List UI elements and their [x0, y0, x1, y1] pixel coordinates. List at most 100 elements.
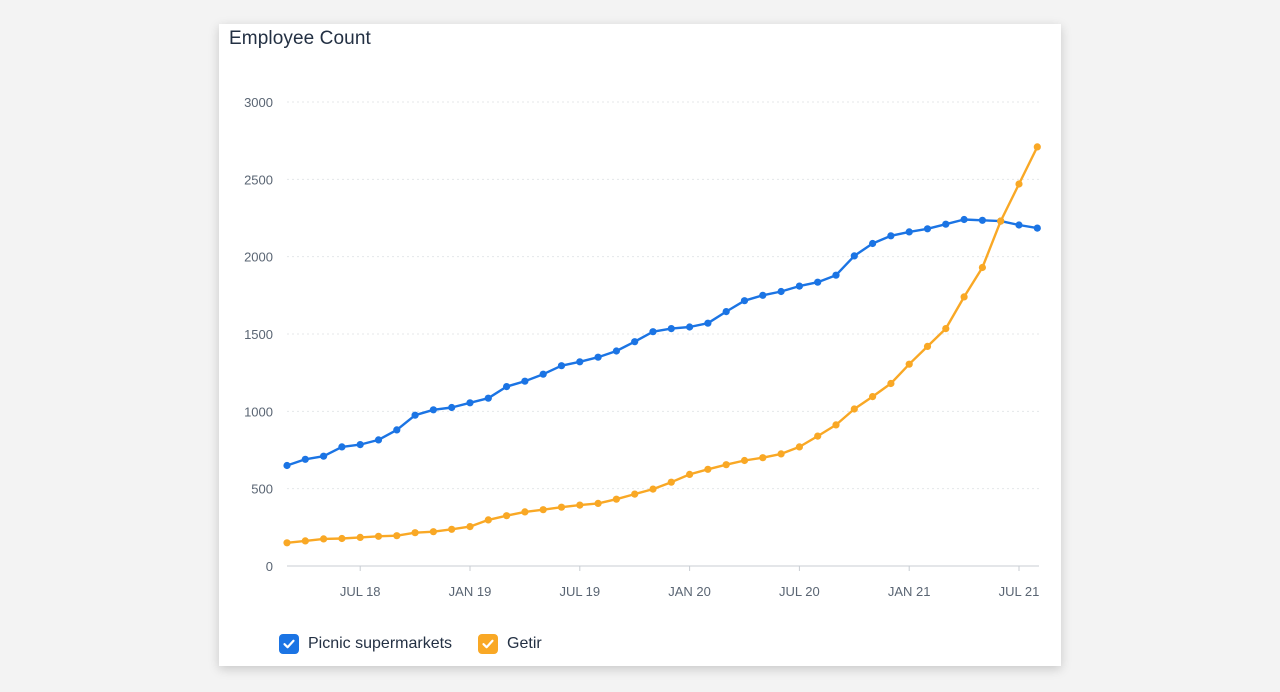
- data-point[interactable]: [814, 278, 822, 286]
- data-point[interactable]: [301, 455, 309, 463]
- y-tick-label: 1500: [244, 327, 273, 342]
- y-tick-label: 1000: [244, 404, 273, 419]
- data-point[interactable]: [795, 282, 804, 290]
- data-point[interactable]: [795, 443, 804, 451]
- data-point[interactable]: [320, 452, 328, 460]
- data-point[interactable]: [374, 532, 383, 540]
- data-point[interactable]: [667, 325, 675, 333]
- data-point[interactable]: [777, 287, 785, 296]
- data-point[interactable]: [649, 485, 657, 493]
- data-point[interactable]: [356, 533, 364, 541]
- y-tick-label: 0: [266, 559, 273, 574]
- data-point[interactable]: [503, 512, 511, 520]
- data-point[interactable]: [960, 293, 968, 301]
- data-point[interactable]: [923, 342, 932, 350]
- checkbox-checked-icon[interactable]: [478, 634, 499, 654]
- x-tick-label: JUL 18: [340, 584, 381, 599]
- data-point[interactable]: [832, 271, 840, 279]
- data-point[interactable]: [320, 535, 328, 543]
- data-point[interactable]: [301, 537, 309, 545]
- data-point[interactable]: [722, 461, 730, 469]
- data-point[interactable]: [612, 495, 620, 503]
- data-point[interactable]: [466, 399, 474, 407]
- data-point[interactable]: [905, 228, 913, 236]
- data-point[interactable]: [740, 297, 749, 305]
- data-point[interactable]: [1033, 224, 1041, 232]
- data-point[interactable]: [759, 454, 767, 462]
- data-point[interactable]: [631, 490, 639, 498]
- data-point[interactable]: [557, 362, 566, 370]
- data-point[interactable]: [905, 360, 913, 368]
- data-point[interactable]: [631, 338, 639, 346]
- data-point[interactable]: [923, 225, 932, 233]
- x-tick-label: JAN 20: [668, 584, 711, 599]
- checkbox-checked-icon[interactable]: [279, 634, 299, 654]
- data-point[interactable]: [960, 215, 968, 224]
- data-point[interactable]: [978, 216, 987, 224]
- data-point[interactable]: [283, 539, 291, 547]
- data-point[interactable]: [521, 508, 529, 516]
- data-point[interactable]: [887, 232, 895, 240]
- data-point[interactable]: [1033, 143, 1041, 151]
- data-point[interactable]: [722, 308, 730, 316]
- x-tick-label: JAN 21: [888, 584, 931, 599]
- data-point[interactable]: [411, 411, 419, 419]
- x-tick-label: JAN 19: [449, 584, 492, 599]
- data-point[interactable]: [869, 393, 877, 401]
- data-point[interactable]: [576, 358, 584, 366]
- data-point[interactable]: [576, 501, 584, 509]
- data-point[interactable]: [832, 421, 840, 429]
- data-point[interactable]: [356, 441, 364, 449]
- data-point[interactable]: [411, 529, 419, 537]
- data-point[interactable]: [338, 443, 346, 451]
- data-point[interactable]: [978, 263, 987, 272]
- data-point[interactable]: [649, 328, 657, 336]
- data-point[interactable]: [814, 432, 822, 440]
- data-point[interactable]: [393, 532, 401, 540]
- data-point[interactable]: [686, 323, 694, 331]
- data-point[interactable]: [887, 379, 895, 388]
- legend: Picnic supermarkets Getir: [279, 634, 542, 654]
- data-point[interactable]: [759, 291, 767, 299]
- data-point[interactable]: [667, 478, 675, 486]
- data-point[interactable]: [850, 405, 858, 413]
- data-point[interactable]: [704, 465, 712, 473]
- data-point[interactable]: [503, 383, 511, 391]
- x-tick-label: JUL 21: [999, 584, 1040, 599]
- data-point[interactable]: [484, 394, 492, 402]
- data-point[interactable]: [557, 503, 566, 511]
- data-point[interactable]: [942, 325, 950, 333]
- y-tick-label: 2500: [244, 172, 273, 187]
- data-point[interactable]: [338, 534, 346, 543]
- data-point[interactable]: [429, 406, 437, 414]
- data-point[interactable]: [740, 456, 749, 465]
- data-point[interactable]: [484, 516, 492, 524]
- data-point[interactable]: [466, 523, 474, 531]
- data-point[interactable]: [704, 319, 712, 327]
- legend-label: Getir: [507, 635, 542, 652]
- data-point[interactable]: [686, 470, 694, 478]
- data-point[interactable]: [997, 217, 1005, 225]
- data-point[interactable]: [374, 436, 383, 444]
- data-point[interactable]: [1015, 221, 1023, 229]
- data-point[interactable]: [448, 525, 456, 533]
- data-point[interactable]: [850, 252, 858, 260]
- data-point[interactable]: [521, 377, 529, 385]
- data-point[interactable]: [869, 239, 877, 248]
- data-point[interactable]: [1015, 180, 1023, 188]
- legend-item-picnic[interactable]: Picnic supermarkets: [279, 634, 452, 654]
- data-point[interactable]: [283, 461, 291, 470]
- data-point[interactable]: [942, 220, 950, 228]
- data-point[interactable]: [448, 403, 456, 412]
- data-point[interactable]: [539, 370, 547, 378]
- data-point[interactable]: [393, 426, 401, 434]
- data-point[interactable]: [429, 528, 437, 536]
- x-tick-label: JUL 20: [779, 584, 820, 599]
- data-point[interactable]: [539, 506, 547, 514]
- data-point[interactable]: [612, 347, 620, 355]
- data-point[interactable]: [777, 450, 785, 458]
- data-point[interactable]: [594, 353, 602, 361]
- y-tick-label: 2000: [244, 250, 273, 265]
- legend-item-getir[interactable]: Getir: [478, 634, 542, 654]
- data-point[interactable]: [594, 499, 602, 507]
